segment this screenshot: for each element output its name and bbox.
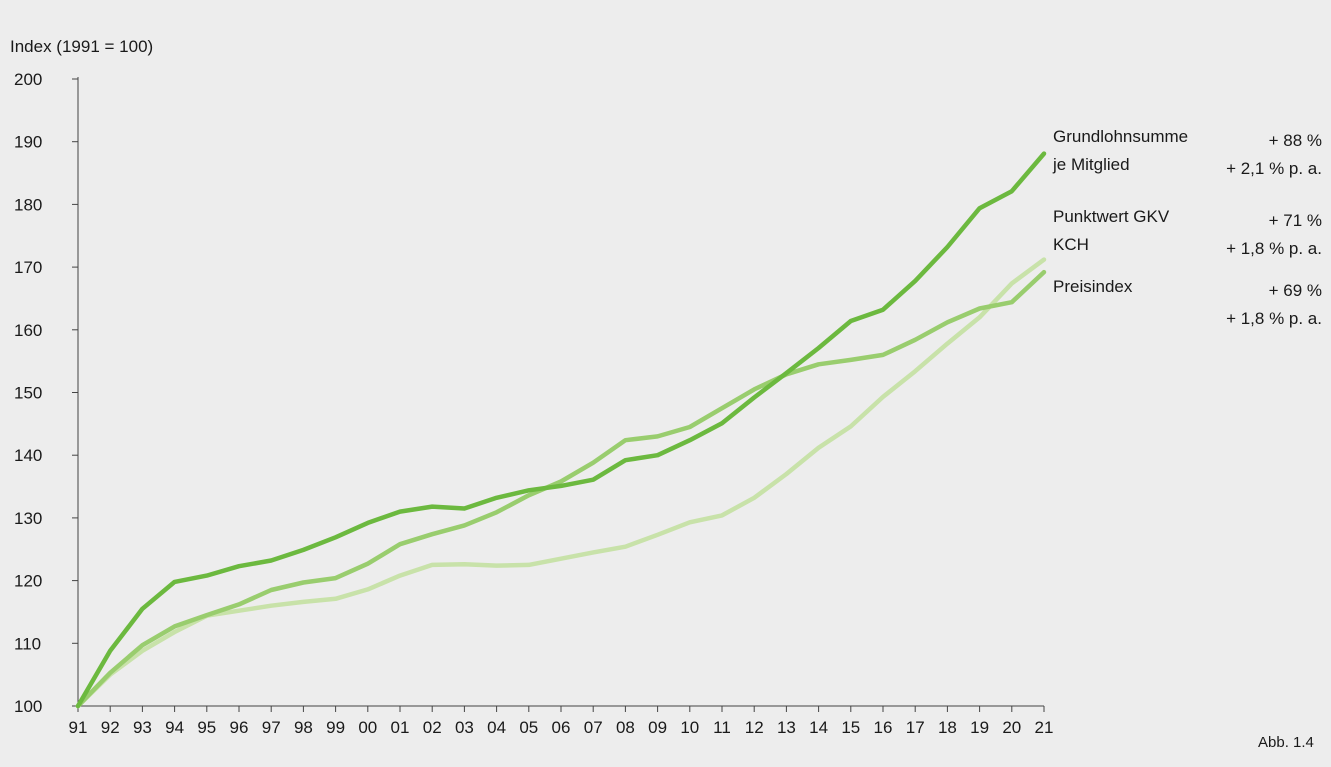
x-tick-label: 16 — [874, 718, 893, 737]
legend: Grundlohnsumme + 88 % je Mitglied + 2,1 % p… — [1052, 127, 1322, 328]
y-tick-label: 140 — [14, 446, 42, 465]
series-line-0 — [75, 151, 1047, 709]
y-tick-label: 180 — [14, 195, 42, 214]
x-axis-ticks: 91 92 93 94 95 96 97 98 99 00 01 02 03 04 05 06 07 08 09 10… — [69, 706, 1054, 737]
x-tick-label: 95 — [197, 718, 216, 737]
legend-entry: Preisindex + 69 % + 1,8 % p. a. — [1053, 277, 1322, 328]
legend-label-line2: KCH — [1053, 235, 1089, 254]
x-tick-label: 01 — [391, 718, 410, 737]
legend-label: Punktwert GKV — [1053, 207, 1170, 226]
y-axis-title: Index (1991 = 100) — [10, 37, 153, 56]
series-line-1 — [75, 269, 1047, 709]
legend-label: Preisindex — [1053, 277, 1133, 296]
series-lines — [75, 151, 1047, 709]
x-tick-label: 96 — [230, 718, 249, 737]
y-tick-label: 130 — [14, 509, 42, 528]
x-tick-label: 94 — [165, 718, 184, 737]
legend-change: + 69 % — [1269, 281, 1322, 300]
x-tick-label: 99 — [326, 718, 345, 737]
x-tick-label: 15 — [841, 718, 860, 737]
x-tick-label: 05 — [519, 718, 538, 737]
x-tick-label: 98 — [294, 718, 313, 737]
y-tick-label: 200 — [14, 70, 42, 89]
y-tick-label: 170 — [14, 258, 42, 277]
legend-rate: + 1,8 % p. a. — [1226, 309, 1322, 328]
x-tick-label: 02 — [423, 718, 442, 737]
x-tick-label: 13 — [777, 718, 796, 737]
y-tick-label: 110 — [14, 634, 41, 653]
legend-change: + 88 % — [1269, 131, 1322, 150]
y-tick-label: 100 — [14, 697, 42, 716]
y-tick-label: 160 — [14, 321, 42, 340]
legend-entry: Punktwert GKV + 71 % KCH + 1,8 % p. a. — [1053, 207, 1322, 258]
series-line-2 — [75, 257, 1047, 709]
legend-rate: + 1,8 % p. a. — [1226, 239, 1322, 258]
x-tick-label: 91 — [69, 718, 88, 737]
x-tick-label: 11 — [713, 718, 731, 737]
legend-rate: + 2,1 % p. a. — [1226, 159, 1322, 178]
x-tick-label: 07 — [584, 718, 603, 737]
x-tick-label: 10 — [680, 718, 699, 737]
x-tick-label: 18 — [938, 718, 957, 737]
x-tick-label: 00 — [358, 718, 377, 737]
x-tick-label: 08 — [616, 718, 635, 737]
x-tick-label: 03 — [455, 718, 474, 737]
x-tick-label: 97 — [262, 718, 281, 737]
y-axis-ticks: 100 110 120 130 140 150 160 170 180 190 200 — [14, 70, 78, 716]
x-tick-label: 19 — [970, 718, 989, 737]
y-tick-label: 190 — [14, 133, 42, 152]
legend-change: + 71 % — [1269, 211, 1322, 230]
x-tick-label: 92 — [101, 718, 120, 737]
x-tick-label: 20 — [1002, 718, 1021, 737]
y-tick-label: 150 — [14, 384, 42, 403]
legend-entry: Grundlohnsumme + 88 % je Mitglied + 2,1 % p… — [1052, 127, 1322, 178]
x-tick-label: 06 — [552, 718, 571, 737]
figure-label: Abb. 1.4 — [1258, 734, 1314, 751]
x-tick-label: 12 — [745, 718, 764, 737]
x-tick-label: 14 — [809, 718, 828, 737]
x-tick-label: 93 — [133, 718, 152, 737]
y-tick-label: 120 — [14, 572, 42, 591]
x-tick-label: 09 — [648, 718, 667, 737]
legend-label-line2: je Mitglied — [1052, 155, 1130, 174]
legend-label: Grundlohnsumme — [1053, 127, 1188, 146]
x-tick-label: 04 — [487, 718, 506, 737]
x-tick-label: 17 — [906, 718, 925, 737]
x-tick-label: 21 — [1035, 718, 1054, 737]
